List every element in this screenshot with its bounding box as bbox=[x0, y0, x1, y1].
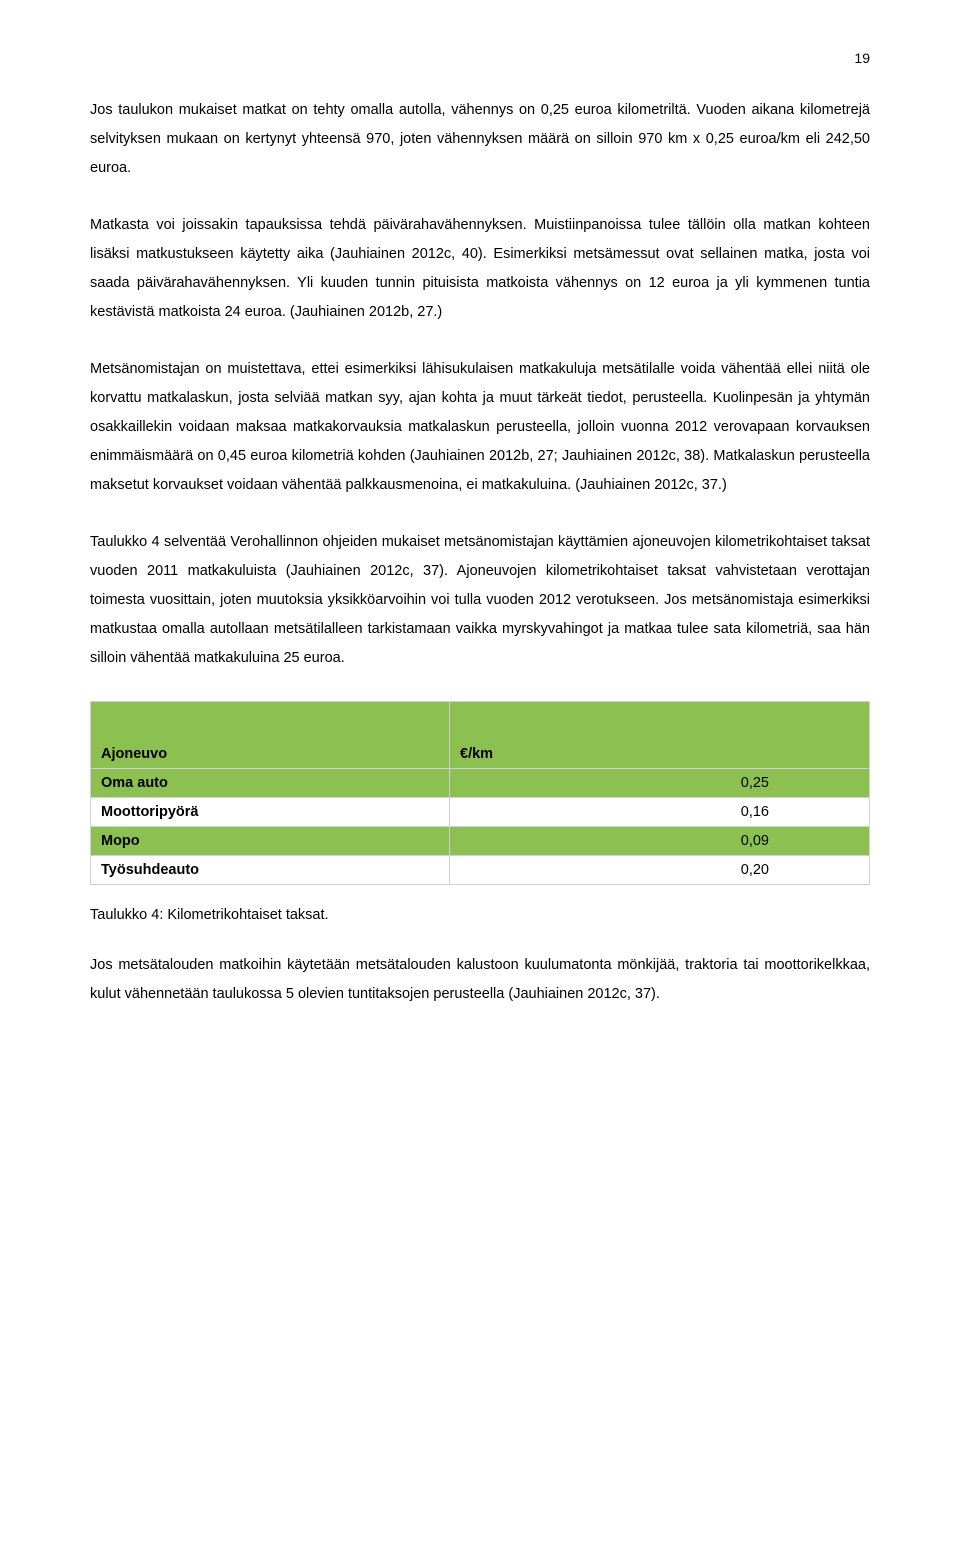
rate-table: Ajoneuvo €/km Oma auto0,25Moottoripyörä0… bbox=[90, 701, 870, 885]
cell-rate: 0,20 bbox=[450, 856, 870, 885]
document-page: 19 Jos taulukon mukaiset matkat on tehty… bbox=[0, 0, 960, 1097]
cell-vehicle: Moottoripyörä bbox=[91, 798, 450, 827]
cell-rate: 0,25 bbox=[450, 769, 870, 798]
table-row: Oma auto0,25 bbox=[91, 769, 870, 798]
paragraph: Jos metsätalouden matkoihin käytetään me… bbox=[90, 951, 870, 1009]
table-row: Moottoripyörä0,16 bbox=[91, 798, 870, 827]
page-number: 19 bbox=[90, 50, 870, 66]
paragraph: Metsänomistajan on muistettava, ettei es… bbox=[90, 355, 870, 500]
paragraph: Jos taulukon mukaiset matkat on tehty om… bbox=[90, 96, 870, 183]
cell-rate: 0,09 bbox=[450, 827, 870, 856]
paragraph: Taulukko 4 selventää Verohallinnon ohjei… bbox=[90, 528, 870, 673]
table-caption: Taulukko 4: Kilometrikohtaiset taksat. bbox=[90, 907, 870, 923]
cell-rate: 0,16 bbox=[450, 798, 870, 827]
cell-vehicle: Mopo bbox=[91, 827, 450, 856]
table-row: Mopo0,09 bbox=[91, 827, 870, 856]
cell-vehicle: Työsuhdeauto bbox=[91, 856, 450, 885]
table-header-row: Ajoneuvo €/km bbox=[91, 702, 870, 769]
cell-vehicle: Oma auto bbox=[91, 769, 450, 798]
col-header-vehicle: Ajoneuvo bbox=[91, 702, 450, 769]
col-header-rate: €/km bbox=[450, 702, 870, 769]
table-row: Työsuhdeauto0,20 bbox=[91, 856, 870, 885]
paragraph: Matkasta voi joissakin tapauksissa tehdä… bbox=[90, 211, 870, 327]
